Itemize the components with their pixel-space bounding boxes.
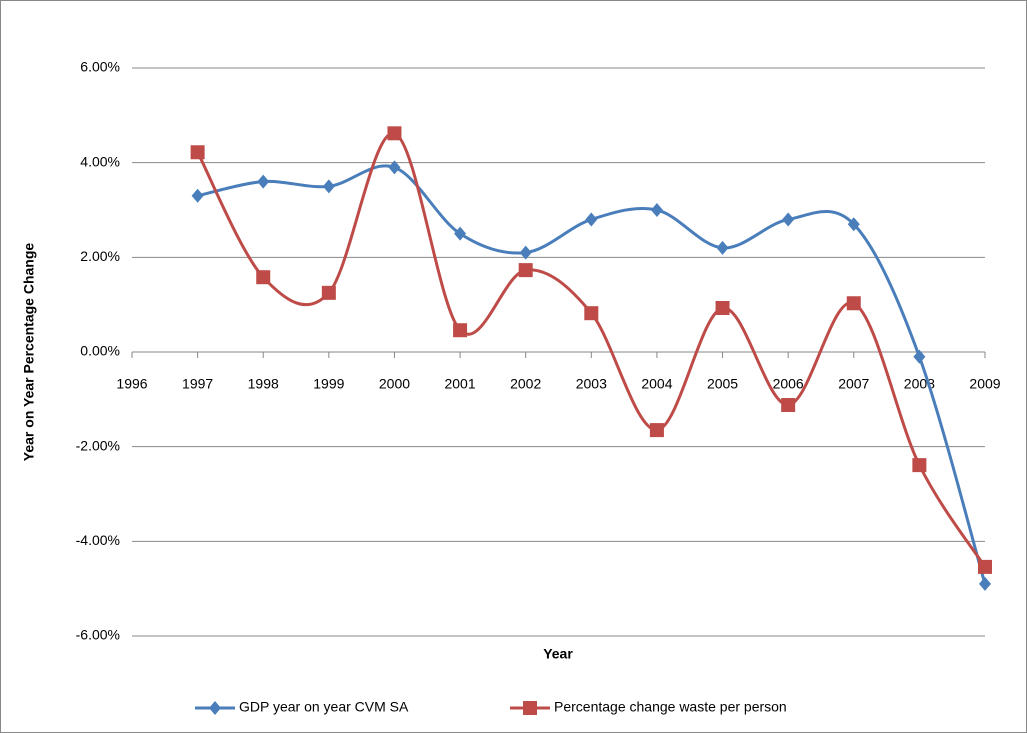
- data-point: [912, 458, 927, 473]
- x-tick-label: 2004: [641, 376, 672, 392]
- x-tick-label: 1998: [248, 376, 279, 392]
- y-tick-label: 6.00%: [80, 59, 120, 75]
- legend-marker: [209, 701, 221, 715]
- data-point: [321, 285, 336, 300]
- y-tick-label: -4.00%: [76, 532, 120, 548]
- y-tick-label: 4.00%: [80, 153, 120, 169]
- series-line: [197, 164, 987, 585]
- data-point: [650, 203, 663, 217]
- data-point: [257, 174, 270, 189]
- legend-label: GDP year on year CVM SA: [239, 699, 409, 715]
- legend-label: Percentage change waste per person: [554, 699, 787, 715]
- data-point: [256, 270, 271, 285]
- x-tick-label: 2006: [773, 376, 804, 392]
- data-point: [978, 559, 992, 574]
- y-tick-label: 0.00%: [80, 343, 120, 359]
- x-tick-label: 2000: [379, 376, 410, 392]
- data-point: [715, 300, 730, 315]
- data-point: [454, 226, 467, 241]
- x-tick-label: 2003: [576, 376, 607, 392]
- data-point: [584, 306, 599, 321]
- x-tick-label: 2007: [838, 376, 869, 392]
- x-tick-label: 1996: [116, 376, 147, 392]
- y-tick-label: -2.00%: [76, 437, 120, 453]
- x-tick-label: 1997: [182, 376, 213, 392]
- data-point: [781, 398, 796, 413]
- data-point: [913, 349, 926, 364]
- data-point: [519, 245, 532, 260]
- data-point: [847, 217, 860, 232]
- data-point: [322, 179, 335, 194]
- data-point: [649, 423, 664, 438]
- y-tick-label: -6.00%: [76, 627, 120, 643]
- x-tick-label: 2001: [444, 376, 475, 392]
- y-axis-title: Year on Year Percentage Change: [21, 243, 37, 462]
- legend-marker: [523, 701, 537, 715]
- data-point: [388, 160, 401, 175]
- x-tick-label: 2009: [969, 376, 1000, 392]
- data-point: [190, 145, 205, 160]
- data-point: [846, 296, 861, 311]
- x-tick-label: 2002: [510, 376, 541, 392]
- data-point: [453, 323, 468, 338]
- data-point: [518, 263, 533, 278]
- data-point: [979, 576, 991, 591]
- x-axis-title: Year: [543, 646, 573, 662]
- data-point: [782, 212, 795, 227]
- y-tick-label: 2.00%: [80, 248, 120, 264]
- data-point: [191, 188, 204, 203]
- x-tick-label: 1999: [313, 376, 344, 392]
- data-point: [716, 240, 729, 255]
- data-point: [585, 212, 598, 227]
- data-point: [387, 126, 402, 141]
- x-tick-label: 2005: [707, 376, 738, 392]
